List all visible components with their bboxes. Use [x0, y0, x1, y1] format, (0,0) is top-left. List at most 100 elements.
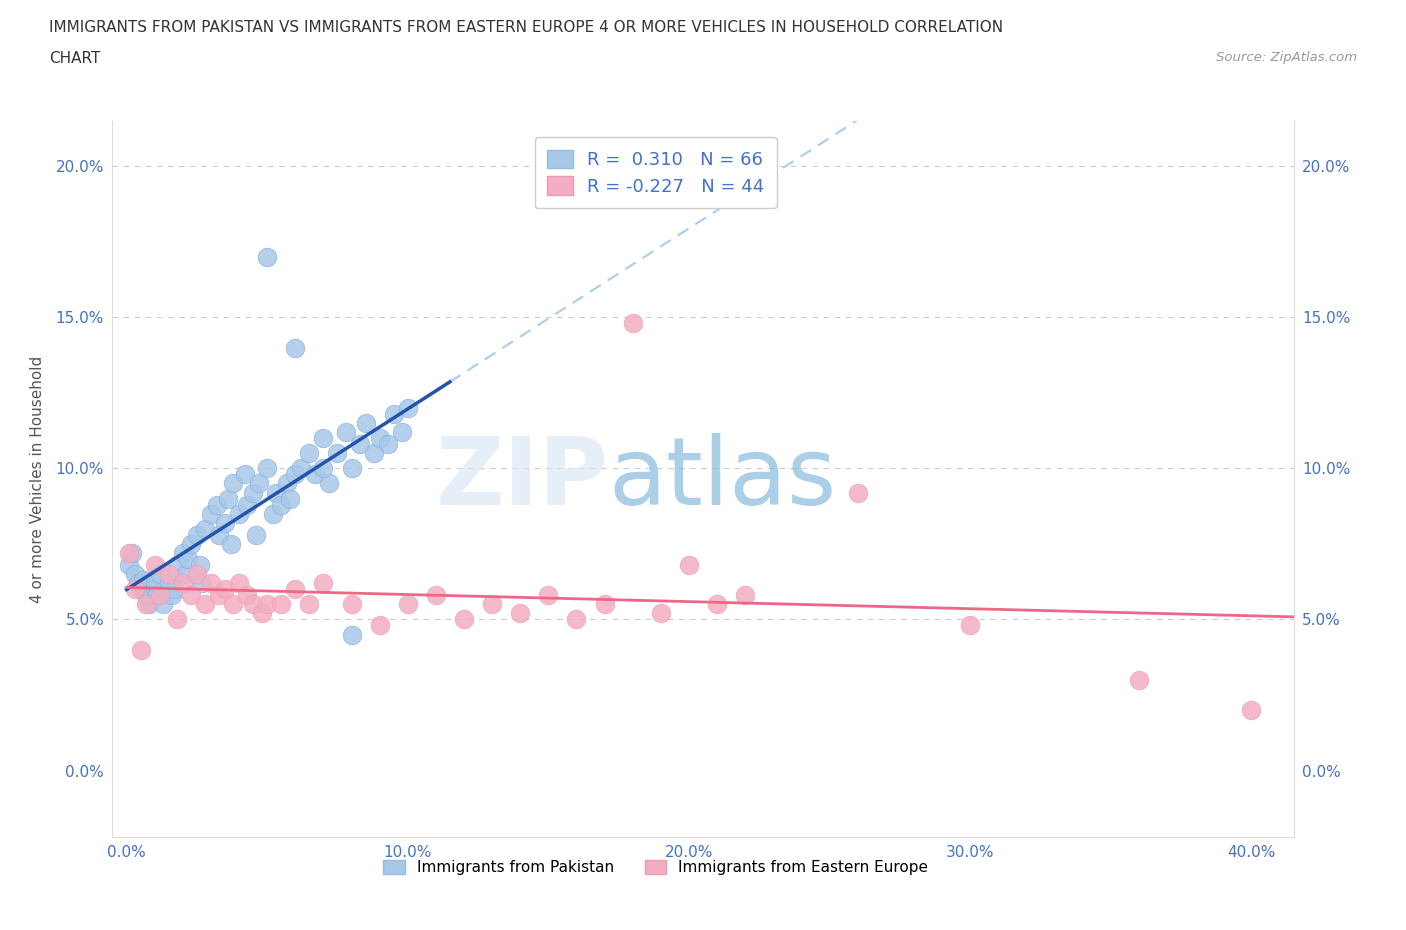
Point [290, 461, 312, 476]
Point [135, 597, 157, 612]
Point [247, 476, 270, 491]
Point [219, 537, 242, 551]
Point [124, 566, 146, 581]
Point [959, 618, 981, 633]
Point [149, 588, 172, 603]
Point [127, 576, 149, 591]
Point [1240, 703, 1263, 718]
Point [593, 597, 616, 612]
Point [160, 588, 183, 603]
Point [242, 597, 264, 612]
Point [706, 597, 728, 612]
Point [129, 643, 152, 658]
Point [396, 597, 419, 612]
Point [236, 588, 259, 603]
Text: CHART: CHART [49, 51, 101, 66]
Point [143, 582, 166, 597]
Point [312, 461, 335, 476]
Point [256, 597, 278, 612]
Point [298, 445, 321, 460]
Point [143, 558, 166, 573]
Point [262, 506, 284, 521]
Point [368, 618, 391, 633]
Point [326, 445, 349, 460]
Point [377, 437, 399, 452]
Point [340, 597, 363, 612]
Point [242, 485, 264, 500]
Point [180, 537, 202, 551]
Point [233, 467, 256, 482]
Point [396, 401, 419, 416]
Point [214, 515, 236, 530]
Point [276, 476, 298, 491]
Text: atlas: atlas [609, 433, 837, 525]
Point [205, 498, 228, 512]
Point [340, 461, 363, 476]
Point [157, 576, 180, 591]
Point [177, 551, 200, 566]
Point [340, 627, 363, 642]
Text: ZIP: ZIP [436, 433, 609, 525]
Point [174, 566, 197, 581]
Point [678, 558, 700, 573]
Point [1128, 672, 1150, 687]
Point [264, 485, 287, 500]
Point [129, 582, 152, 597]
Point [186, 566, 208, 581]
Point [391, 425, 413, 440]
Point [143, 576, 166, 591]
Point [157, 566, 180, 581]
Point [363, 445, 385, 460]
Point [228, 506, 250, 521]
Point [132, 573, 155, 588]
Point [138, 597, 160, 612]
Point [166, 612, 188, 627]
Point [228, 576, 250, 591]
Point [368, 431, 391, 445]
Point [304, 467, 326, 482]
Point [312, 431, 335, 445]
Point [163, 582, 186, 597]
Point [149, 566, 172, 581]
Point [335, 425, 357, 440]
Point [236, 498, 259, 512]
Point [121, 546, 143, 561]
Point [270, 597, 292, 612]
Point [118, 558, 141, 573]
Y-axis label: 4 or more Vehicles in Household: 4 or more Vehicles in Household [30, 355, 45, 603]
Point [172, 546, 194, 561]
Point [349, 437, 371, 452]
Point [191, 576, 214, 591]
Point [284, 582, 307, 597]
Point [152, 597, 174, 612]
Point [217, 491, 239, 506]
Point [298, 597, 321, 612]
Point [425, 588, 447, 603]
Point [208, 527, 231, 542]
Point [214, 582, 236, 597]
Point [250, 606, 273, 621]
Point [846, 485, 869, 500]
Point [734, 588, 756, 603]
Point [194, 522, 217, 537]
Point [312, 576, 335, 591]
Point [509, 606, 531, 621]
Point [222, 476, 245, 491]
Point [537, 588, 560, 603]
Point [200, 576, 222, 591]
Point [382, 406, 405, 421]
Point [245, 527, 267, 542]
Point [135, 588, 157, 603]
Text: Source: ZipAtlas.com: Source: ZipAtlas.com [1216, 51, 1357, 64]
Point [318, 476, 340, 491]
Point [650, 606, 672, 621]
Point [188, 558, 211, 573]
Point [194, 597, 217, 612]
Point [621, 316, 644, 331]
Point [453, 612, 475, 627]
Text: IMMIGRANTS FROM PAKISTAN VS IMMIGRANTS FROM EASTERN EUROPE 4 OR MORE VEHICLES IN: IMMIGRANTS FROM PAKISTAN VS IMMIGRANTS F… [49, 20, 1004, 35]
Point [166, 558, 188, 573]
Point [270, 498, 292, 512]
Point [118, 546, 141, 561]
Point [124, 582, 146, 597]
